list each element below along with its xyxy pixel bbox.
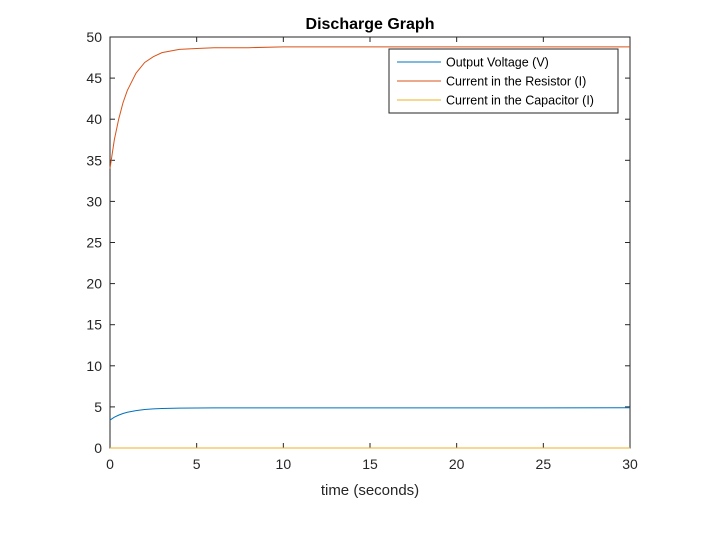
- chart-title: Discharge Graph: [306, 16, 435, 33]
- series-layer: [109, 46, 631, 449]
- y-tick-label: 5: [94, 399, 102, 415]
- x-tick-label: 10: [276, 456, 292, 472]
- y-tick-label: 20: [86, 276, 102, 292]
- y-tick-label: 0: [94, 440, 102, 456]
- ticks-layer: 0 5 10 15 20 25 30 0 5 10 15 20 25 30 35 40 45 50: [86, 29, 638, 472]
- x-tick-label: 25: [536, 456, 552, 472]
- y-tick-label: 35: [86, 152, 102, 168]
- x-tick-label: 0: [106, 456, 114, 472]
- x-tick-label: 20: [449, 456, 465, 472]
- legend-label: Output Voltage (V): [446, 56, 549, 70]
- x-tick-label: 5: [193, 456, 201, 472]
- y-tick-label: 10: [86, 358, 102, 374]
- y-tick-label: 30: [86, 193, 102, 209]
- y-tick-label: 25: [86, 235, 102, 251]
- series-line-2: [109, 46, 630, 169]
- y-tick-label: 50: [86, 29, 102, 45]
- legend-label: Current in the Resistor (I): [446, 75, 586, 89]
- y-tick-label: 15: [86, 317, 102, 333]
- x-tick-label: 30: [622, 456, 638, 472]
- x-tick-label: 15: [362, 456, 378, 472]
- x-axis-label: time (seconds): [321, 482, 419, 499]
- y-tick-label: 45: [86, 70, 102, 86]
- y-tick-label: 40: [86, 111, 102, 127]
- series-line-1: [109, 407, 631, 421]
- legend-label: Current in the Capacitor (I): [446, 94, 594, 108]
- legend: Output Voltage (V) Current in the Resisto…: [388, 48, 619, 114]
